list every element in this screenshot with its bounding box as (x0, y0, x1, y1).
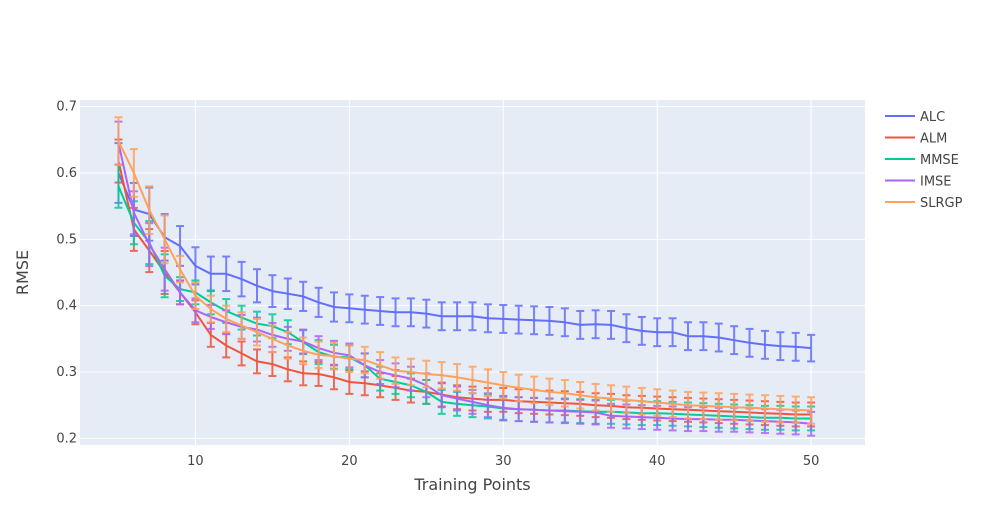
x-tick-label: 10 (187, 454, 204, 469)
legend-label: ALC (920, 110, 945, 125)
legend-label: MMSE (920, 153, 959, 168)
y-tick-label: 0.4 (56, 299, 77, 314)
legend-label: ALM (920, 132, 947, 147)
x-tick-label: 50 (803, 454, 820, 469)
axis-ticks: 10 20 30 40 50 0.2 0.3 0.4 0.5 0.6 0.7 (56, 100, 819, 469)
series-line-mmse[interactable] (117, 185, 812, 420)
x-tick-label: 30 (495, 454, 512, 469)
series-line-imse[interactable] (117, 142, 812, 425)
x-tick-label: 20 (341, 454, 358, 469)
legend-label: IMSE (920, 175, 952, 190)
legend-item-alm[interactable]: ALM (885, 132, 947, 147)
series-line-alm[interactable] (117, 160, 812, 416)
series-line-slrgp[interactable] (117, 140, 812, 412)
y-tick-label: 0.2 (56, 431, 77, 446)
series-line-alc[interactable] (117, 172, 812, 350)
legend[interactable]: ALC ALM MMSE IMSE SLRGP (885, 110, 963, 211)
y-tick-label: 0.7 (56, 100, 77, 115)
legend-item-alc[interactable]: ALC (885, 110, 945, 125)
y-tick-label: 0.5 (56, 232, 77, 247)
x-axis-title: Training Points (413, 475, 530, 494)
x-tick-label: 40 (649, 454, 666, 469)
y-tick-label: 0.6 (56, 166, 77, 181)
y-tick-label: 0.3 (56, 365, 77, 380)
series-layer (114, 116, 816, 437)
series-alc (114, 142, 816, 363)
legend-item-mmse[interactable]: MMSE (885, 153, 959, 168)
legend-item-slrgp[interactable]: SLRGP (885, 196, 963, 211)
series-slrgp (114, 116, 816, 425)
legend-item-imse[interactable]: IMSE (885, 175, 952, 190)
y-axis-title: RMSE (13, 250, 32, 295)
legend-label: SLRGP (920, 196, 963, 211)
